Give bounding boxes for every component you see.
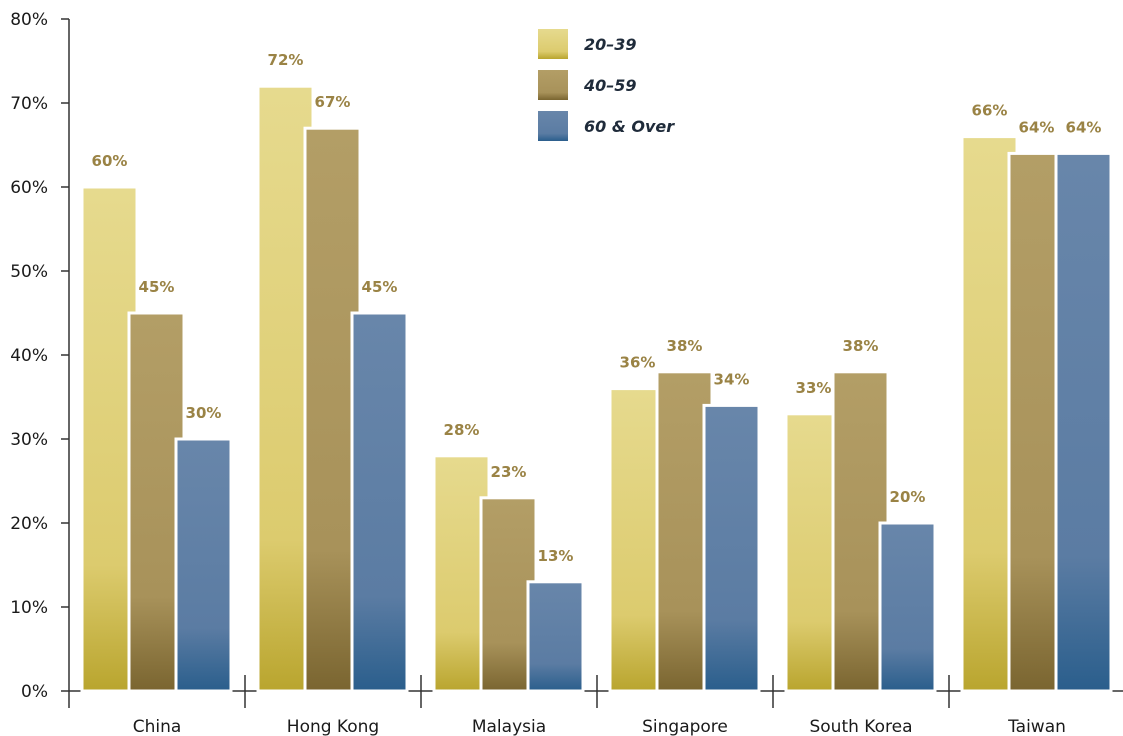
bars-group xyxy=(80,84,1113,693)
legend-label: 40–59 xyxy=(583,76,637,95)
bar-value-label: 45% xyxy=(139,278,175,296)
bar-value-label: 23% xyxy=(491,463,527,481)
axes: 0% 10% 20% 30% 40% 50% 60% 70% 80% China Hong Kong… xyxy=(10,10,1123,736)
bar-value-label: 64% xyxy=(1019,118,1055,136)
legend: 20–39 40–59 60 & Over xyxy=(538,29,675,141)
legend-swatch xyxy=(538,70,568,100)
y-tick-label: 30% xyxy=(10,430,48,450)
bar-value-label: 30% xyxy=(186,404,222,422)
legend-swatch xyxy=(538,111,568,141)
y-tick-label: 20% xyxy=(10,514,48,534)
value-labels-group: 60% 45% 30% 72% 67% 45% 28% 23% 13% 36% 38% 34% 33% 3… xyxy=(92,51,1102,565)
y-tick-label: 50% xyxy=(10,262,48,282)
legend-label: 20–39 xyxy=(584,35,637,54)
bar xyxy=(526,580,585,693)
category-label: China xyxy=(133,717,182,736)
bar-value-label: 33% xyxy=(796,379,832,397)
bar-value-label: 72% xyxy=(268,51,304,69)
bar xyxy=(878,521,937,693)
y-tick-label: 70% xyxy=(10,94,48,114)
bar-value-label: 67% xyxy=(315,93,351,111)
y-tick-label: 60% xyxy=(10,178,48,198)
y-tick-label: 40% xyxy=(10,346,48,366)
category-label: Malaysia xyxy=(472,717,546,736)
legend-label: 60 & Over xyxy=(584,117,675,136)
category-label: Taiwan xyxy=(1007,717,1066,736)
bar xyxy=(702,403,761,693)
bar xyxy=(174,437,233,693)
bar-value-label: 64% xyxy=(1066,118,1102,136)
legend-swatch xyxy=(538,29,568,59)
category-label: Hong Kong xyxy=(287,717,379,736)
bar xyxy=(350,311,409,693)
bar-value-label: 66% xyxy=(972,102,1008,120)
bar-value-label: 13% xyxy=(538,547,574,565)
bar-value-label: 38% xyxy=(667,337,703,355)
bar-value-label: 34% xyxy=(714,370,750,388)
bar xyxy=(1054,151,1113,693)
bar-value-label: 20% xyxy=(890,488,926,506)
bar-value-label: 60% xyxy=(92,152,128,170)
bar-value-label: 38% xyxy=(843,337,879,355)
bar-value-label: 28% xyxy=(444,421,480,439)
bar-value-label: 36% xyxy=(620,354,656,372)
y-tick-label: 0% xyxy=(21,682,48,702)
y-tick-label: 10% xyxy=(10,598,48,618)
bar-value-label: 45% xyxy=(362,278,398,296)
category-label: Singapore xyxy=(642,717,728,736)
y-tick-label: 80% xyxy=(10,10,48,30)
category-label: South Korea xyxy=(809,717,912,736)
